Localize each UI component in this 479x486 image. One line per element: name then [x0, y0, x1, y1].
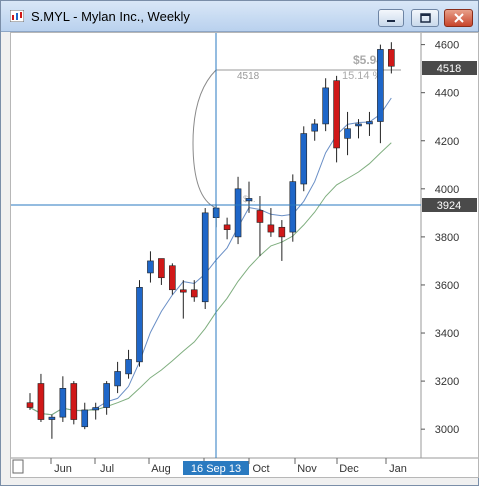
candle-body	[114, 371, 121, 387]
measure-start-label: 4518	[237, 71, 260, 82]
candle-body	[223, 224, 231, 230]
measure-bracket	[192, 69, 217, 209]
candle-body	[81, 409, 89, 428]
x-tick-label: Jan	[389, 463, 407, 475]
grid-lines	[11, 33, 478, 459]
crosshair-price-label: 3924	[437, 200, 461, 212]
candle-body	[201, 212, 209, 303]
window-title: S.MYL - Mylan Inc., Weekly	[31, 9, 190, 24]
close-icon	[453, 13, 464, 23]
x-axis: Jun Jul Aug 16 Sep 13 Oct Nov Dec Jan	[12, 458, 407, 475]
candle-body	[234, 188, 242, 238]
y-tick-label: 4400	[435, 88, 459, 100]
chart-app-icon	[10, 10, 24, 22]
candle-body	[48, 416, 56, 420]
y-tick-label: 4600	[435, 40, 459, 52]
maximize-icon	[419, 13, 431, 23]
candle-body	[169, 265, 176, 291]
title-bar[interactable]: S.MYL - Mylan Inc., Weekly	[1, 1, 478, 32]
candle-body	[190, 289, 198, 298]
y-tick-label: 3400	[435, 328, 459, 340]
candle-body	[289, 181, 297, 233]
candle-body	[355, 123, 362, 127]
y-tick-label: 3000	[435, 424, 459, 436]
y-tick-label: 3800	[435, 232, 459, 244]
minimize-icon	[387, 20, 395, 22]
y-tick-label: 4000	[435, 184, 459, 196]
x-tick-label: Oct	[252, 463, 269, 475]
y-axis: 3000 3200 3400 3600 3800 4000 4200 4400 4600 4518…	[421, 40, 477, 436]
x-tick-label: Nov	[297, 463, 317, 475]
measure-change-label: $5.94	[353, 53, 383, 67]
moving-averages	[29, 97, 392, 416]
y-tick-label: 4200	[435, 136, 459, 148]
candle-body	[245, 198, 253, 202]
x-tick-label: 16 Sep 13	[191, 463, 241, 475]
candle-body	[377, 49, 384, 122]
crosshair-date-box	[183, 461, 249, 475]
candle-body	[366, 121, 373, 125]
candle-body	[267, 224, 275, 233]
candle-body	[256, 210, 264, 223]
chart-corner-box	[12, 459, 24, 474]
candle-body	[311, 123, 319, 132]
candle-body	[136, 287, 143, 363]
x-tick-label: Aug	[151, 463, 171, 475]
current-price-label: 4518	[437, 63, 461, 75]
x-tick-label: Jul	[100, 463, 114, 475]
maximize-button[interactable]	[411, 9, 439, 27]
current-price-box	[422, 61, 477, 75]
candles	[26, 42, 395, 439]
candle-body	[70, 383, 78, 420]
x-tick-label: Jun	[54, 463, 72, 475]
candle-body	[300, 133, 308, 185]
minimize-button[interactable]	[378, 9, 404, 27]
measure-percent-label: 15.14 %	[342, 70, 383, 82]
candle-body	[147, 260, 154, 274]
x-tick-label: Dec	[339, 463, 359, 475]
candle-body	[125, 359, 132, 375]
close-button[interactable]	[444, 9, 473, 27]
candle-body	[59, 388, 67, 418]
crosshair	[11, 33, 421, 458]
candle-body	[388, 49, 395, 67]
candle-body	[344, 128, 351, 139]
candle-body	[180, 289, 187, 293]
ma-long-line	[29, 142, 392, 416]
candle-body	[103, 383, 110, 408]
candle-body	[278, 226, 286, 238]
candle-body	[158, 258, 165, 279]
candle-body	[322, 87, 329, 125]
y-tick-label: 3600	[435, 280, 459, 292]
crosshair-price-box	[422, 198, 477, 212]
candle-body	[26, 402, 34, 408]
candle-body	[92, 407, 99, 411]
candle-body	[333, 80, 340, 149]
candle-body	[37, 383, 45, 420]
y-tick-label: 3200	[435, 376, 459, 388]
